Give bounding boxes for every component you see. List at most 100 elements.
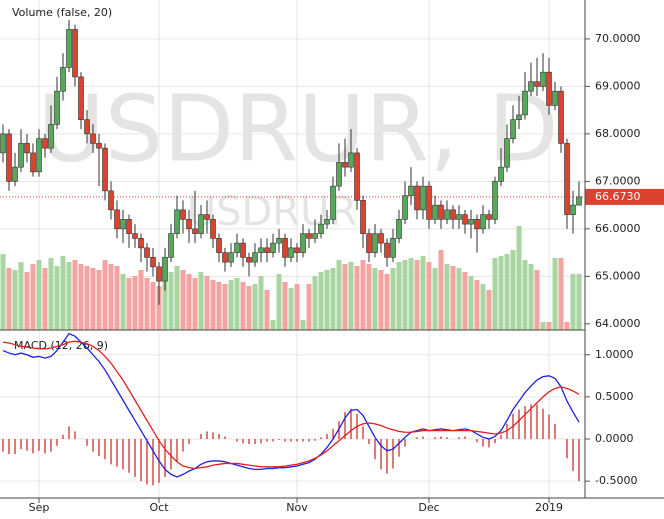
candle-body [162, 257, 168, 282]
volume-bar [372, 268, 378, 330]
volume-bar [348, 262, 354, 330]
volume-bar [564, 322, 570, 330]
volume-bar [486, 290, 492, 330]
candle-body [48, 124, 54, 149]
candle-body [432, 204, 438, 220]
candle-body [402, 195, 408, 220]
last-price-label: 66.6730 [595, 190, 641, 203]
volume-bar [354, 266, 360, 330]
volume-bar [36, 260, 42, 330]
volume-bar [366, 264, 372, 330]
volume-bar [378, 270, 384, 330]
volume-bar [522, 260, 528, 330]
volume-bar [510, 250, 516, 330]
candle-body [474, 219, 480, 230]
candle-body [246, 257, 252, 263]
candle-body [228, 252, 234, 263]
candle-body [168, 233, 174, 258]
candle-body [504, 138, 510, 168]
candle-body [186, 219, 192, 230]
volume-bar [552, 258, 558, 330]
volume-bar [48, 258, 54, 330]
candle-body [330, 185, 336, 220]
volume-bar [462, 272, 468, 330]
y-tick-label: 69.0000 [595, 79, 641, 92]
volume-bar [234, 278, 240, 330]
volume-bar [432, 268, 438, 330]
candle-body [342, 162, 348, 168]
candle-body [108, 190, 114, 211]
candle-body [0, 133, 6, 154]
volume-bar [300, 320, 306, 330]
volume-bar [264, 290, 270, 330]
y-tick-label: 0.0000 [595, 432, 634, 445]
x-tick-label: 2019 [535, 501, 563, 514]
volume-bar [6, 268, 12, 330]
volume-bar [426, 262, 432, 330]
candle-body [138, 238, 144, 249]
candle-body [366, 233, 372, 253]
candle-body [546, 71, 552, 106]
candle-body [324, 219, 330, 225]
volume-bar [168, 272, 174, 330]
candle-body [492, 181, 498, 220]
y-tick-label: 65.0000 [595, 269, 641, 282]
candle-body [510, 119, 516, 139]
candle-body [294, 247, 300, 253]
volume-bar [102, 260, 108, 330]
candle-body [306, 233, 312, 239]
y-tick-label: 67.0000 [595, 174, 641, 187]
volume-bar [528, 264, 534, 330]
volume-bar [150, 282, 156, 330]
volume-bar [456, 268, 462, 330]
candle-body [114, 209, 120, 230]
y-tick-label: 0.5000 [595, 390, 634, 403]
candle-body [252, 252, 258, 263]
volume-bar [54, 266, 60, 330]
candle-body [144, 247, 150, 258]
candle-body [318, 223, 324, 234]
volume-bar [480, 284, 486, 330]
candle-body [216, 238, 222, 253]
volume-bar [570, 274, 576, 330]
volume-bar [18, 262, 24, 330]
y-tick-label: 68.0000 [595, 127, 641, 140]
candle-body [270, 242, 276, 253]
candle-body [552, 90, 558, 106]
volume-bar [132, 276, 138, 330]
y-tick-label: 70.0000 [595, 32, 641, 45]
x-tick-label: Oct [149, 501, 169, 514]
volume-bar [174, 266, 180, 330]
volume-bar [576, 274, 582, 330]
candle-body [444, 209, 450, 220]
volume-bar [516, 226, 522, 330]
candle-body [72, 29, 78, 78]
candle-body [150, 257, 156, 268]
candle-body [156, 266, 162, 282]
volume-bar [330, 268, 336, 330]
volume-bar [42, 268, 48, 330]
candle-body [378, 233, 384, 244]
candle-body [408, 185, 414, 196]
candle-body [78, 76, 84, 120]
volume-bar [72, 260, 78, 330]
candle-body [456, 214, 462, 220]
candle-body [66, 29, 72, 68]
candle-body [210, 219, 216, 239]
candle-body [396, 219, 402, 239]
volume-bar [408, 258, 414, 330]
candle-body [354, 152, 360, 201]
candle-body [84, 119, 90, 135]
volume-bar [540, 322, 546, 330]
watermark: USDRUR, D [37, 75, 558, 182]
volume-bar [474, 280, 480, 330]
volume-bar [492, 258, 498, 330]
candle-body [54, 90, 60, 125]
volume-bar [210, 280, 216, 330]
x-tick-label: Dec [418, 501, 439, 514]
volume-bar [204, 276, 210, 330]
volume-bar [336, 260, 342, 330]
volume-bar [120, 274, 126, 330]
candle-body [390, 238, 396, 258]
